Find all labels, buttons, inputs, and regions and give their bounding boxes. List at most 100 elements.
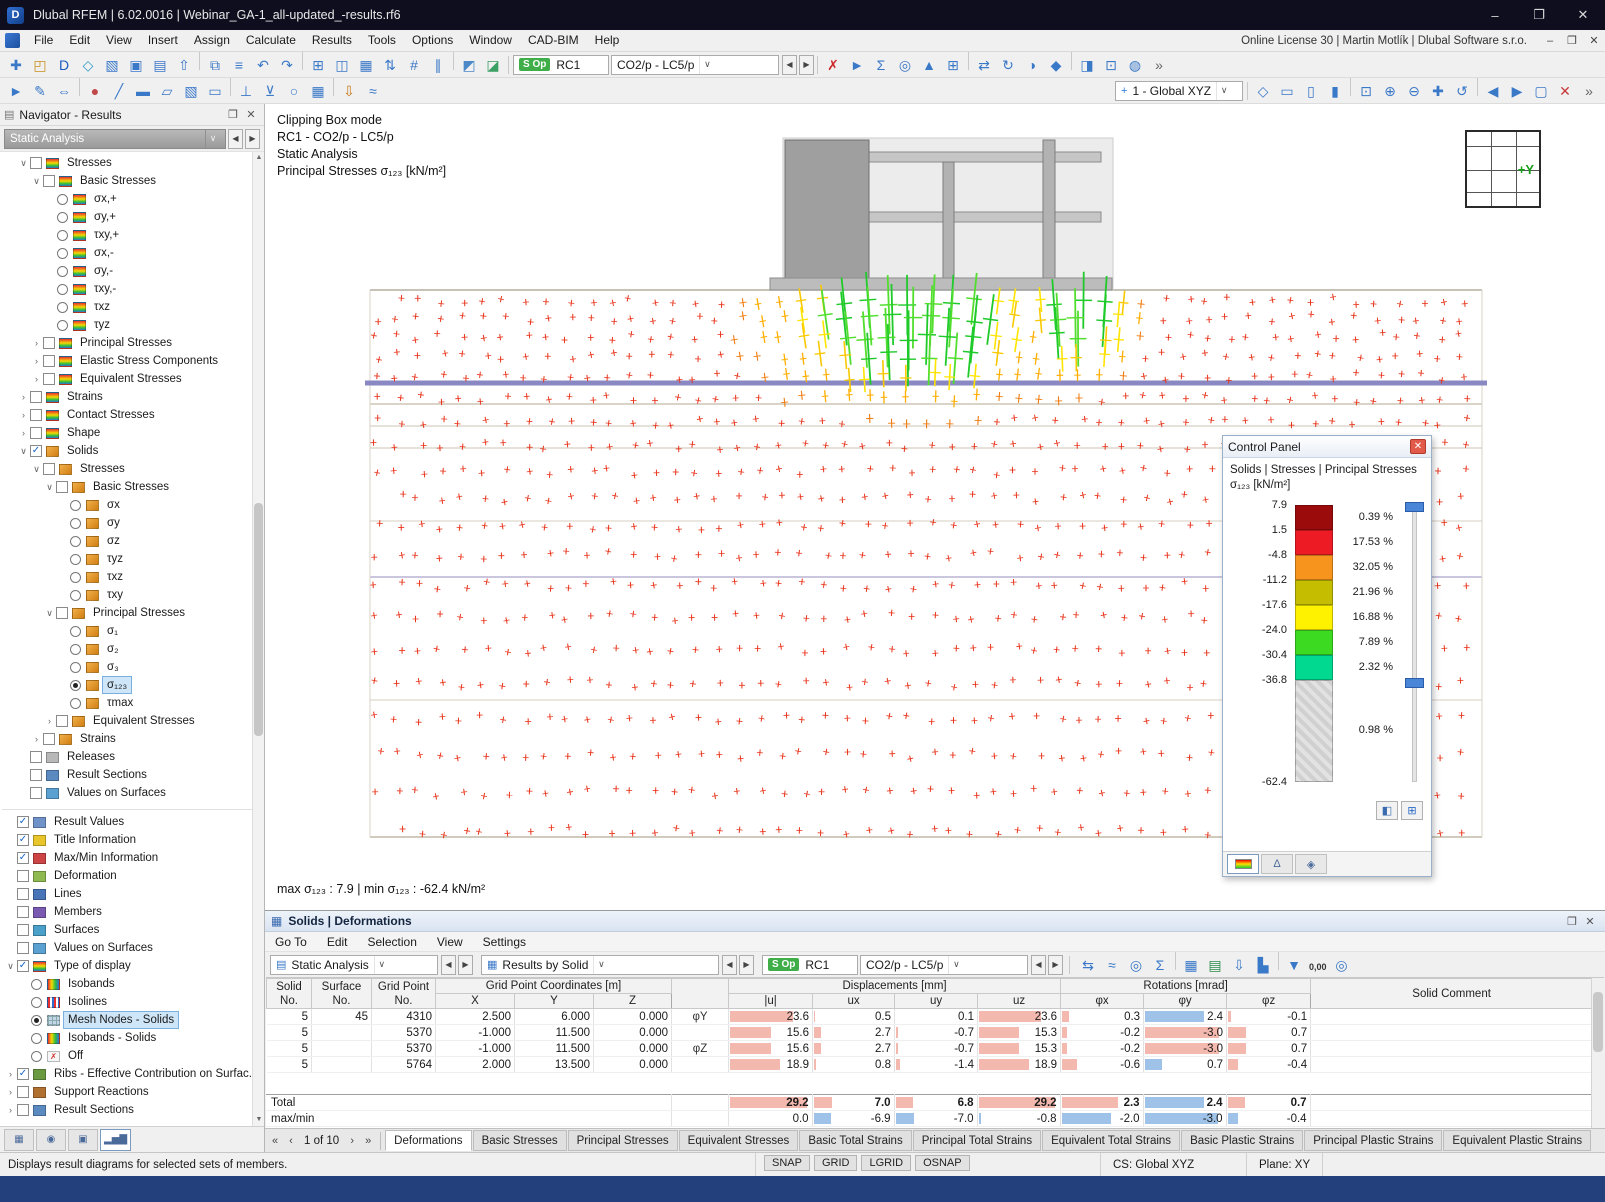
tab-basic-stresses[interactable]: Basic Stresses (472, 1130, 567, 1151)
pan-view-icon[interactable]: ✚ (1432, 83, 1444, 100)
checkbox-unchecked[interactable] (17, 870, 29, 882)
line-support-icon[interactable]: ⊻ (264, 83, 276, 100)
radio-unselected[interactable] (57, 193, 68, 205)
checkbox-checked[interactable]: ✓ (17, 816, 29, 828)
col-header-grid[interactable]: Grid Point No. (371, 978, 436, 1009)
col-header-u[interactable]: |u| (728, 993, 814, 1009)
tree-item-23[interactable]: τxz (0, 568, 264, 586)
tab-deformations[interactable]: Deformations (385, 1130, 472, 1151)
tree-item-19[interactable]: σx (0, 496, 264, 514)
previous-analysis-button[interactable]: ◀ (441, 954, 456, 975)
tree-item-26[interactable]: σ₁ (0, 622, 264, 640)
checkbox-unchecked[interactable] (43, 175, 55, 187)
open-model-icon[interactable]: ◰ (33, 57, 47, 74)
view-yz-icon[interactable]: ▮ (1331, 83, 1339, 100)
expand-icon[interactable]: › (9, 1105, 12, 1115)
tab-equivalent-plastic-strains[interactable]: Equivalent Plastic Strains (1443, 1130, 1592, 1151)
menu-assign[interactable]: Assign (193, 33, 230, 47)
radio-unselected[interactable] (57, 211, 68, 223)
checkbox-unchecked[interactable] (17, 906, 29, 918)
tree-item-35[interactable]: Values on Surfaces (0, 784, 264, 802)
menu-view[interactable]: View (106, 33, 132, 47)
next-analysis-button[interactable]: ▶ (458, 954, 473, 975)
radio-unselected[interactable] (57, 319, 68, 331)
result-class-combo[interactable]: S Op RC1 (762, 954, 858, 975)
tab-principal-stresses[interactable]: Principal Stresses (567, 1130, 678, 1151)
col-header-phiz[interactable]: φz (1226, 993, 1312, 1009)
render-mode-icon[interactable]: ◍ (1128, 57, 1142, 74)
coordinate-system-combo[interactable]: + 1 - Global XYZ ∨ (1115, 80, 1243, 101)
radio-unselected[interactable] (57, 301, 68, 313)
first-page-button[interactable]: « (271, 1134, 279, 1147)
tree-item-5[interactable]: σx,- (0, 244, 264, 262)
tree-item-13[interactable]: › Strains (0, 388, 264, 406)
tree-item-48[interactable]: Mesh Nodes - Solids (0, 1011, 264, 1029)
tree-item-1[interactable]: ∨ Basic Stresses (0, 172, 264, 190)
tree-item-47[interactable]: Isolines (0, 993, 264, 1011)
checkbox-unchecked[interactable] (56, 715, 68, 727)
chevron-down-icon[interactable]: ∨ (1216, 81, 1231, 100)
scroll-up-icon[interactable]: ▲ (255, 154, 263, 161)
split-view-icon[interactable]: ◫ (335, 57, 349, 74)
checkbox-unchecked[interactable] (30, 787, 42, 799)
maximize-button[interactable]: ❐ (1533, 7, 1545, 22)
checkbox-unchecked[interactable] (30, 409, 42, 421)
tree-item-52[interactable]: › Support Reactions (0, 1083, 264, 1101)
cancel-view-icon[interactable]: ✕ (1559, 83, 1571, 100)
status-work-plane[interactable]: Plane: XY (1246, 1153, 1324, 1176)
close-button[interactable]: ✕ (1577, 7, 1589, 22)
checkbox-unchecked[interactable] (43, 463, 55, 475)
previous-results-button[interactable]: ◀ (722, 954, 737, 975)
isometric-view-icon[interactable]: ◇ (1257, 83, 1269, 100)
tree-item-24[interactable]: τxy (0, 586, 264, 604)
node-tool-icon[interactable]: ● (90, 83, 100, 100)
building-structure[interactable] (769, 137, 1114, 291)
more-commands-icon[interactable]: » (1155, 57, 1163, 74)
previous-load-case-button[interactable]: ◀ (782, 54, 797, 75)
tree-item-51[interactable]: › ✓ Ribs - Effective Contribution on Surfa… (0, 1065, 264, 1083)
chevron-down-icon[interactable]: ∨ (373, 955, 389, 974)
previous-view-icon[interactable]: ◀ (1487, 83, 1499, 100)
checkbox-checked[interactable]: ✓ (17, 834, 29, 846)
radio-unselected[interactable] (57, 229, 68, 241)
tree-item-12[interactable]: › Equivalent Stresses (0, 370, 264, 388)
results-table-icon[interactable]: ▦ (359, 57, 373, 74)
results-panel-titlebar[interactable]: ▦ Solids | Deformations ❐ ✕ (265, 911, 1605, 932)
stop-calculation-icon[interactable]: ✗ (827, 57, 839, 74)
jump-to-model-icon[interactable]: ⇆ (1082, 956, 1094, 973)
expand-icon[interactable]: › (35, 356, 38, 366)
checkbox-unchecked[interactable] (43, 373, 55, 385)
view-xz-icon[interactable]: ▯ (1307, 83, 1315, 100)
col-header-ux[interactable]: ux (812, 993, 896, 1009)
model-viewport[interactable]: Clipping Box mode RC1 - CO2/p - LC5/p St… (265, 104, 1605, 910)
next-load-case-button[interactable]: ▶ (799, 54, 814, 75)
surface-tool-icon[interactable]: ▱ (161, 83, 173, 100)
control-panel-titlebar[interactable]: Control Panel ✕ (1223, 436, 1431, 458)
tree-item-15[interactable]: › Shape (0, 424, 264, 442)
collapse-icon[interactable]: ∨ (7, 960, 14, 971)
tree-item-25[interactable]: ∨ Principal Stresses (0, 604, 264, 622)
checkbox-checked[interactable]: ✓ (17, 1068, 29, 1080)
checkbox-unchecked[interactable] (56, 607, 68, 619)
load-tool-icon[interactable]: ⇩ (343, 83, 355, 100)
find-value-icon[interactable]: ◎ (898, 57, 912, 74)
col-header-uy[interactable]: uy (894, 993, 979, 1009)
expand-icon[interactable]: › (22, 392, 25, 402)
expand-icon[interactable]: › (35, 374, 38, 384)
radio-unselected[interactable] (31, 1050, 42, 1062)
checkbox-unchecked[interactable] (30, 391, 42, 403)
nav-tab-results[interactable]: ▂▅▇ (100, 1128, 132, 1151)
control-panel-window[interactable]: Control Panel ✕ Solids | Stresses | Prin… (1222, 435, 1432, 877)
table-row-0[interactable]: 5 45 4310 2.500 6.000 0.000 φY 23.6 0.5 0.… (266, 1008, 1594, 1025)
printout-report-icon[interactable]: ≡ (234, 57, 244, 74)
display-settings-icon[interactable]: ◨ (1080, 57, 1094, 74)
table-scrollbar[interactable] (1591, 978, 1604, 1128)
checkbox-unchecked[interactable] (17, 924, 29, 936)
next-results-button[interactable]: ▶ (739, 954, 754, 975)
panel-tab-settings[interactable]: ◈ (1295, 854, 1327, 874)
tree-item-42[interactable]: Members (0, 903, 264, 921)
col-header-z[interactable]: Z (592, 993, 673, 1009)
nav-tab-views[interactable]: ▣ (68, 1128, 98, 1151)
mesh-refinement-icon[interactable]: ▦ (311, 83, 325, 100)
selection-pointer-icon[interactable]: ► (850, 57, 864, 74)
